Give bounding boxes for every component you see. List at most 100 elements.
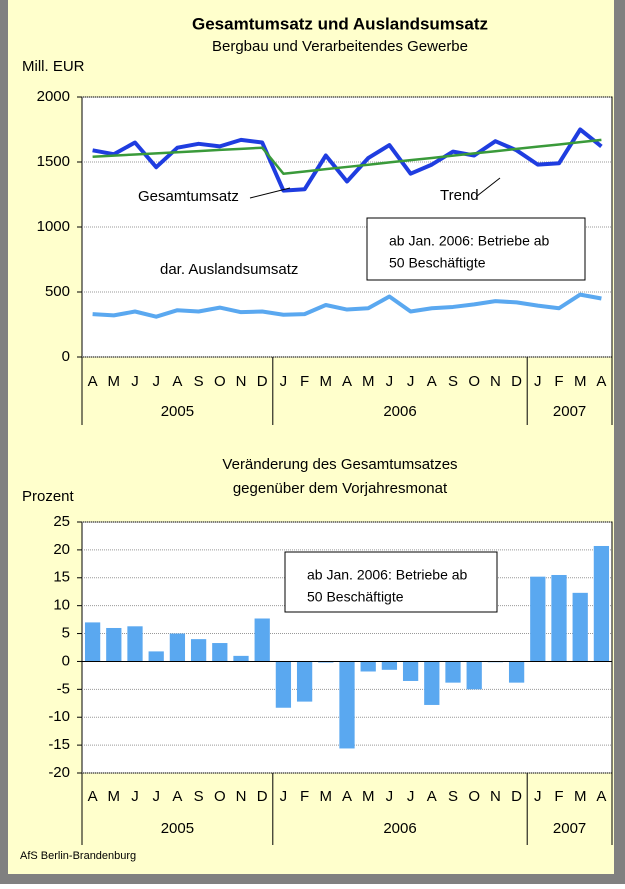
x-tick-label: J (386, 788, 394, 805)
bar (339, 661, 355, 749)
chart-title: Veränderung des Gesamtumsatzes (222, 456, 457, 473)
bar (424, 661, 440, 705)
x-tick-label: A (172, 788, 182, 805)
x-tick-label: F (300, 788, 309, 805)
y-tick-label: 20 (53, 541, 70, 558)
x-tick-label: S (448, 788, 458, 805)
y-axis-label: Prozent (22, 488, 75, 505)
x-tick-label: J (407, 788, 415, 805)
line-series (92, 292, 602, 319)
y-tick-label: -5 (57, 680, 70, 697)
x-tick-label: M (574, 788, 587, 805)
bar (572, 592, 588, 662)
x-tick-label: J (386, 373, 394, 390)
annotation-text: ab Jan. 2006: Betriebe ab (307, 567, 468, 583)
x-tick-label: M (108, 788, 121, 805)
chart-title: Gesamtumsatz und Auslandsumsatz (192, 14, 488, 33)
x-tick-label: A (172, 373, 182, 390)
x-tick-label: J (152, 788, 160, 805)
bar (148, 651, 164, 662)
x-tick-label: J (280, 788, 288, 805)
bar (530, 576, 546, 662)
footer: AfS Berlin-Brandenburg (20, 850, 136, 862)
y-tick-label: 10 (53, 597, 70, 614)
x-tick-label: M (362, 788, 375, 805)
bar (318, 661, 334, 663)
x-tick-label: M (362, 373, 375, 390)
x-tick-label: A (596, 788, 606, 805)
x-tick-label: S (194, 788, 204, 805)
x-tick-label: F (554, 373, 563, 390)
line-series (92, 138, 602, 175)
x-tick-label: J (131, 373, 139, 390)
x-tick-label: N (236, 788, 247, 805)
year-label: 2005 (161, 403, 194, 420)
annotation-box (284, 551, 498, 613)
x-tick-label: A (88, 788, 98, 805)
y-tick-label: 15 (53, 569, 70, 586)
year-label: 2006 (383, 403, 416, 420)
year-label: 2007 (553, 820, 586, 837)
y-tick-label: 1500 (37, 153, 70, 170)
bar (106, 627, 122, 662)
x-tick-label: J (131, 788, 139, 805)
bar (508, 661, 525, 683)
x-tick-label: O (214, 373, 226, 390)
bar (296, 661, 313, 702)
annotation-text: ab Jan. 2006: Betriebe ab (389, 233, 550, 249)
y-tick-label: 2000 (37, 88, 70, 105)
y-tick-label: 0 (62, 348, 70, 365)
x-tick-label: A (342, 788, 352, 805)
y-tick-label: 25 (53, 513, 70, 530)
bar (190, 639, 207, 662)
x-tick-label: A (342, 373, 352, 390)
y-tick-label: -10 (48, 708, 70, 725)
bar (233, 655, 249, 662)
bar (169, 633, 186, 662)
chart-title: gegenüber dem Vorjahresmonat (233, 480, 448, 497)
x-tick-label: J (534, 373, 542, 390)
year-label: 2005 (161, 820, 194, 837)
x-tick-label: M (320, 373, 333, 390)
x-tick-label: D (511, 788, 522, 805)
series-label: Gesamtumsatz (138, 188, 239, 205)
y-tick-label: 1000 (37, 218, 70, 235)
bar (445, 661, 461, 683)
bar (551, 574, 567, 662)
x-tick-label: J (534, 788, 542, 805)
x-tick-label: M (320, 788, 333, 805)
x-tick-label: N (490, 788, 501, 805)
x-tick-label: A (88, 373, 98, 390)
bar (466, 661, 482, 690)
x-tick-label: J (280, 373, 288, 390)
x-tick-label: O (468, 373, 480, 390)
bar (402, 661, 419, 681)
x-tick-label: M (574, 373, 587, 390)
x-tick-label: A (427, 788, 437, 805)
annotation-text: 50 Beschäftigte (307, 589, 404, 605)
x-tick-label: O (214, 788, 226, 805)
y-tick-label: 0 (62, 652, 70, 669)
series-label: dar. Auslandsumsatz (160, 261, 298, 278)
bar (212, 643, 228, 662)
x-tick-label: J (407, 373, 415, 390)
x-tick-label: N (490, 373, 501, 390)
series-label: Trend (440, 187, 479, 204)
bar (254, 618, 270, 662)
x-tick-label: N (236, 373, 247, 390)
bar (127, 626, 143, 662)
x-tick-label: S (448, 373, 458, 390)
chart-subtitle: Bergbau und Verarbeitendes Gewerbe (212, 38, 468, 55)
x-tick-label: O (468, 788, 480, 805)
x-tick-label: D (257, 373, 268, 390)
x-tick-label: F (300, 373, 309, 390)
x-tick-label: J (152, 373, 160, 390)
annotation-text: 50 Beschäftigte (389, 255, 486, 271)
y-tick-label: 500 (45, 283, 70, 300)
x-tick-label: M (108, 373, 121, 390)
bar (381, 661, 398, 670)
x-tick-label: D (511, 373, 522, 390)
y-tick-label: -15 (48, 736, 70, 753)
x-tick-label: A (596, 373, 606, 390)
